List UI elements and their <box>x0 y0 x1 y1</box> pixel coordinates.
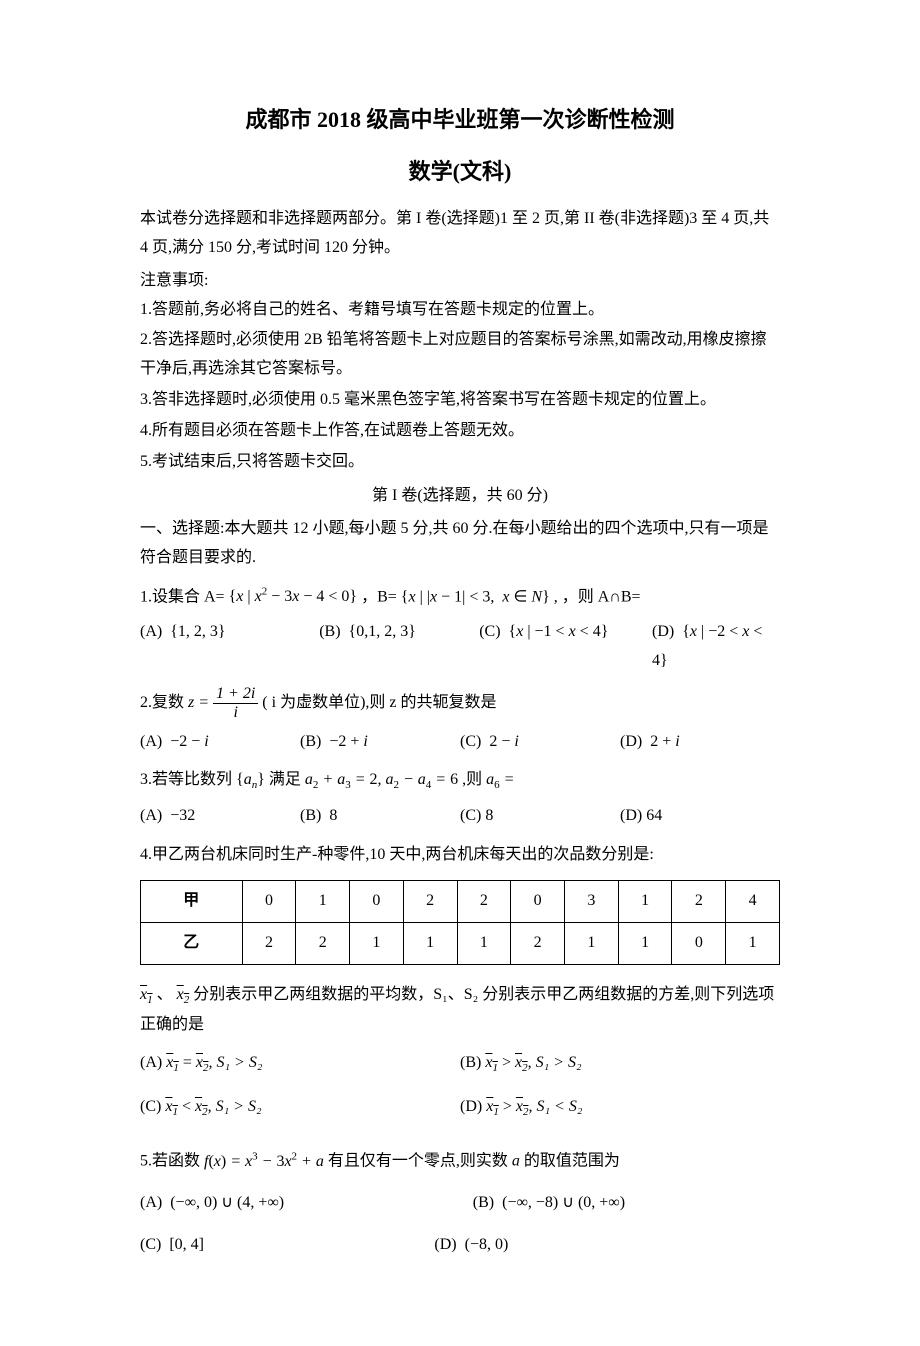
q4-r1-c0: 甲 <box>141 881 243 923</box>
q5-stem: 5.若函数 f(x) = x3 − 3x2 + a 有且仅有一个零点,则实数 a… <box>140 1153 620 1170</box>
note-4: 4.所有题目必须在答题卡上作答,在试题卷上答题无效。 <box>140 417 780 446</box>
q2-option-b: (B) −2 + i <box>300 728 460 757</box>
q1-set-b: {x | |x − 1| < 3, x ∈ N} <box>401 588 550 605</box>
q2-options: (A) −2 − i (B) −2 + i (C) 2 − i (D) 2 + … <box>140 728 780 757</box>
q2-frac-num: 1 + 2i <box>213 685 258 704</box>
q1-set-a: {x | x2 − 3x − 4 < 0} <box>229 588 357 605</box>
note-2: 2.答选择题时,必须使用 2B 铅笔将答题卡上对应题目的答案标号涂黑,如需改动,… <box>140 326 780 384</box>
q4-x2bar: x2 <box>177 986 190 1003</box>
q4-sep: 、 <box>157 986 173 1003</box>
q3-option-b: (B) 8 <box>300 802 460 831</box>
q2-stem-post: ( i 为虚数单位),则 z 的共轭复数是 <box>262 694 496 711</box>
q1-option-c: (C) {x | −1 < x < 4} <box>479 618 652 676</box>
q4-r2-c4: 1 <box>403 922 457 964</box>
q4-table-row-jia: 甲 0 1 0 2 2 0 3 1 2 4 <box>141 881 780 923</box>
q4-r2-c9: 0 <box>672 922 726 964</box>
question-5: 5.若函数 f(x) = x3 − 3x2 + a 有且仅有一个零点,则实数 a… <box>140 1147 780 1176</box>
q5-option-a: (A) (−∞, 0) ∪ (4, +∞) <box>140 1189 473 1218</box>
q4-r2-c8: 1 <box>618 922 672 964</box>
note-3: 3.答非选择题时,必须使用 0.5 毫米黑色签字笔,将答案书写在答题卡规定的位置… <box>140 386 780 415</box>
q3-option-c: (C) 8 <box>460 802 620 831</box>
question-3: 3.若等比数列 {an} 满足 a2 + a3 = 2, a2 − a4 = 6… <box>140 766 780 796</box>
q4-table: 甲 0 1 0 2 2 0 3 1 2 4 乙 2 2 1 1 1 2 1 1 … <box>140 880 780 965</box>
q1-stem-pre: 1.设集合 A= <box>140 588 225 605</box>
q2-option-c: (C) 2 − i <box>460 728 620 757</box>
q4-r1-c4: 2 <box>403 881 457 923</box>
section-1-label: 第 I 卷(选择题，共 60 分) <box>140 482 780 511</box>
q3-option-d: (D) 64 <box>620 802 780 831</box>
q2-option-a: (A) −2 − i <box>140 728 300 757</box>
question-2: 2.复数 z = 1 + 2i i ( i 为虚数单位),则 z 的共轭复数是 <box>140 685 780 721</box>
q4-option-a: (A) x1 = x2, S₁ > S₂ <box>140 1049 460 1079</box>
page-title: 成都市 2018 级高中毕业班第一次诊断性检测 <box>140 100 780 140</box>
q4-r2-c2: 2 <box>296 922 350 964</box>
q2-z-eq: z = <box>188 694 213 711</box>
q4-r2-c5: 1 <box>457 922 511 964</box>
q3-option-a: (A) −32 <box>140 802 300 831</box>
q1-option-d: (D) {x | −2 < x < 4} <box>652 618 780 676</box>
q4-r1-c8: 1 <box>618 881 672 923</box>
section-1-desc: 一、选择题:本大题共 12 小题,每小题 5 分,共 60 分.在每小题给出的四… <box>140 515 780 573</box>
q5-option-d: (D) (−8, 0) <box>434 1231 780 1260</box>
q5-option-c: (C) [0, 4] <box>140 1231 434 1260</box>
intro-paragraph: 本试卷分选择题和非选择题两部分。第 I 卷(选择题)1 至 2 页,第 II 卷… <box>140 205 780 263</box>
q1-options: (A) {1, 2, 3} (B) {0,1, 2, 3} (C) {x | −… <box>140 618 780 676</box>
q4-option-c: (C) x1 < x2, S₁ > S₂ <box>140 1093 460 1123</box>
q2-fraction: 1 + 2i i <box>213 685 258 721</box>
note-5: 5.考试结束后,只将答题卡交回。 <box>140 448 780 477</box>
notes-title: 注意事项: <box>140 267 780 296</box>
q1-option-b: (B) {0,1, 2, 3} <box>319 618 479 676</box>
q1-stem-mid: ，B= <box>361 588 397 605</box>
q4-r1-c9: 2 <box>672 881 726 923</box>
q4-para: x1 、 x2 分别表示甲乙两组数据的平均数，S₁、S₂ 分别表示甲乙两组数据的… <box>140 981 780 1040</box>
q4-x1bar: x1 <box>140 986 153 1003</box>
q4-r2-c7: 1 <box>565 922 619 964</box>
q4-table-row-yi: 乙 2 2 1 1 1 2 1 1 0 1 <box>141 922 780 964</box>
q3-options: (A) −32 (B) 8 (C) 8 (D) 64 <box>140 802 780 831</box>
q4-r2-c10: 1 <box>726 922 780 964</box>
q4-r2-c1: 2 <box>242 922 296 964</box>
q5-options: (A) (−∞, 0) ∪ (4, +∞) (B) (−∞, −8) ∪ (0,… <box>140 1189 780 1275</box>
question-4-stem: 4.甲乙两台机床同时生产-种零件,10 天中,两台机床每天出的次品数分别是: <box>140 841 780 870</box>
q4-r1-c5: 2 <box>457 881 511 923</box>
q4-r2-c3: 1 <box>350 922 404 964</box>
q3-stem: 3.若等比数列 {an} 满足 a2 + a3 = 2, a2 − a4 = 6… <box>140 771 514 788</box>
page-subtitle: 数学(文科) <box>140 152 780 192</box>
q4-options: (A) x1 = x2, S₁ > S₂ (B) x1 > x2, S₁ > S… <box>140 1049 780 1137</box>
q4-option-d: (D) x1 > x2, S₁ < S₂ <box>460 1093 780 1123</box>
q2-stem-pre: 2.复数 <box>140 694 188 711</box>
q4-r1-c7: 3 <box>565 881 619 923</box>
q4-r1-c6: 0 <box>511 881 565 923</box>
q4-r1-c10: 4 <box>726 881 780 923</box>
q4-r2-c6: 2 <box>511 922 565 964</box>
q1-option-a: (A) {1, 2, 3} <box>140 618 319 676</box>
q4-r1-c2: 1 <box>296 881 350 923</box>
q4-option-b: (B) x1 > x2, S₁ > S₂ <box>460 1049 780 1079</box>
question-1: 1.设集合 A= {x | x2 − 3x − 4 < 0} ，B= {x | … <box>140 583 780 612</box>
q4-r1-c1: 0 <box>242 881 296 923</box>
q1-stem-post: , ，则 A∩B= <box>554 588 641 605</box>
q4-r2-c0: 乙 <box>141 922 243 964</box>
q5-option-b: (B) (−∞, −8) ∪ (0, +∞) <box>473 1189 780 1218</box>
q2-option-d: (D) 2 + i <box>620 728 780 757</box>
q4-r1-c3: 0 <box>350 881 404 923</box>
note-1: 1.答题前,务必将自己的姓名、考籍号填写在答题卡规定的位置上。 <box>140 296 780 325</box>
q4-para-mid: 分别表示甲乙两组数据的平均数，S₁、S₂ 分别表示甲乙两组数据的方差,则下列选项… <box>140 986 774 1033</box>
q2-frac-den: i <box>213 704 258 722</box>
